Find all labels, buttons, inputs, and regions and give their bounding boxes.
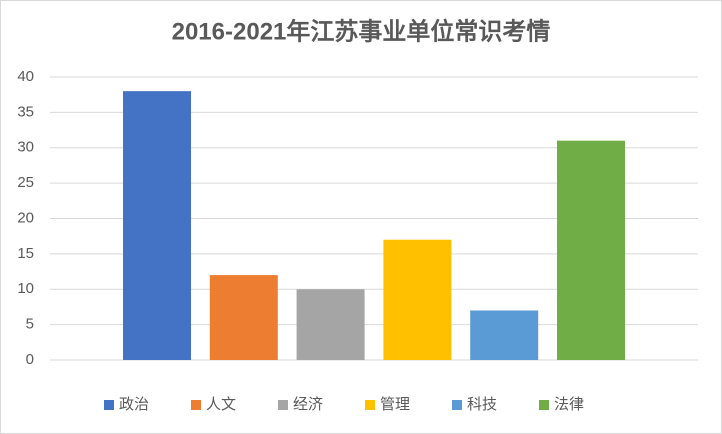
y-tick-label: 35 xyxy=(17,103,34,120)
bar xyxy=(383,239,452,360)
legend-label: 政治 xyxy=(119,396,149,413)
bar xyxy=(470,310,539,360)
y-tick-label: 30 xyxy=(17,139,34,156)
legend-swatch xyxy=(452,400,462,410)
y-tick-label: 5 xyxy=(26,316,34,333)
legend-swatch xyxy=(278,400,288,410)
y-tick-label: 0 xyxy=(26,351,34,368)
legend-label: 科技 xyxy=(467,396,497,413)
legend-label: 管理 xyxy=(380,396,410,413)
legend-swatch xyxy=(191,400,201,410)
bar xyxy=(209,275,278,360)
legend-label: 人文 xyxy=(206,396,236,413)
legend-swatch xyxy=(539,400,549,410)
legend-label: 经济 xyxy=(293,396,323,413)
chart-title: 2016-2021年江苏事业单位常识考情 xyxy=(172,17,551,45)
y-tick-label: 40 xyxy=(17,68,34,85)
y-tick-label: 20 xyxy=(17,209,34,226)
legend-swatch xyxy=(365,400,375,410)
bar xyxy=(557,140,625,360)
y-tick-label: 15 xyxy=(17,245,34,262)
y-tick-label: 25 xyxy=(17,174,34,191)
bar xyxy=(296,289,365,360)
y-tick-label: 10 xyxy=(17,280,34,297)
bar xyxy=(123,91,191,361)
legend-label: 法律 xyxy=(554,396,584,413)
legend-swatch xyxy=(104,400,114,410)
